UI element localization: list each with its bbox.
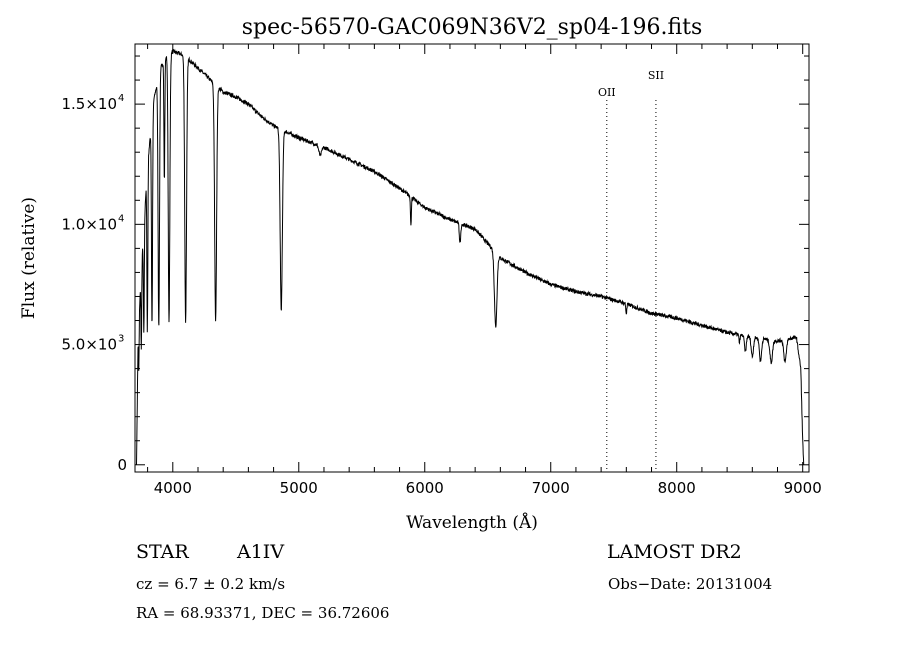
line-marker-label: SII [648,69,664,82]
redshift-text: cz = 6.7 ± 0.2 km/s [136,575,286,593]
y-tick-label: 0 [117,456,127,474]
object-class: STAR [136,541,189,563]
survey-name: LAMOST DR2 [607,541,742,563]
y-tick-label: 1.0×10 [61,215,117,233]
chart-title: spec-56570-GAC069N36V2_sp04-196.fits [242,15,703,40]
x-tick-label: 8000 [658,479,696,497]
plot-frame [134,43,810,473]
obs-date-text: Obs−Date: 20131004 [608,575,773,593]
coordinates-text: RA = 68.93371, DEC = 36.72606 [136,604,390,622]
spectrum-line [136,48,805,465]
y-tick-exponent: 4 [118,213,124,224]
object-subclass: A1IV [237,541,285,563]
y-tick-label: 1.5×10 [61,95,117,113]
x-tick-label: 9000 [784,479,822,497]
x-tick-label: 5000 [280,479,318,497]
line-markers: OII SII [598,69,664,472]
x-tick-label: 4000 [154,479,192,497]
x-axis-label: Wavelength (Å) [406,512,538,533]
y-axis-label: Flux (relative) [19,197,39,319]
y-tick-label: 5.0×10 [61,336,117,354]
x-tick-label: 7000 [532,479,570,497]
y-tick-exponent: 4 [118,93,124,104]
x-tick-label: 6000 [406,479,444,497]
y-tick-exponent: 3 [118,334,124,345]
line-marker-label: OII [598,86,616,99]
